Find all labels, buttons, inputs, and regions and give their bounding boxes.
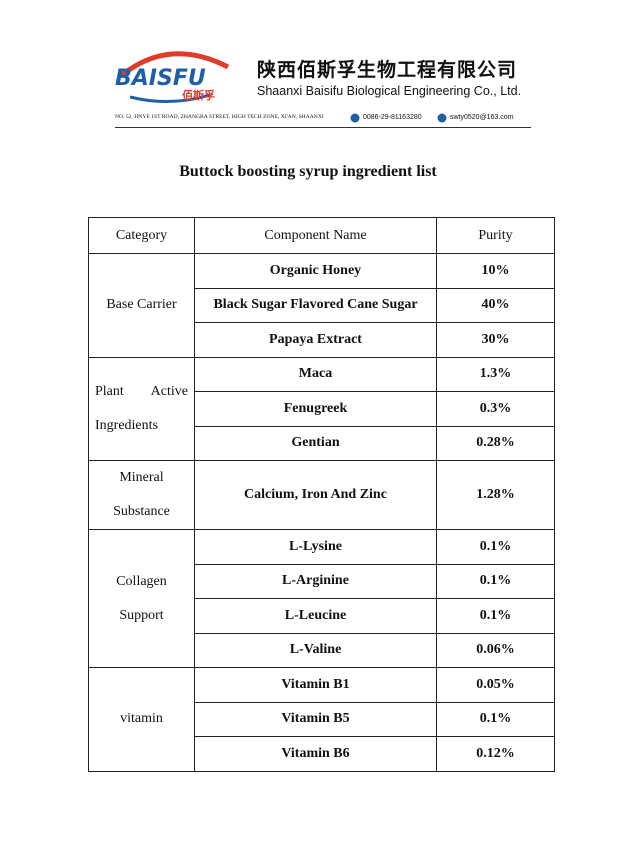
row: Vitamin B6 0.12%: [89, 736, 555, 772]
logo-swoosh: [129, 93, 211, 103]
component-name: L-Valine: [194, 632, 437, 668]
component-name: Maca: [194, 356, 437, 392]
purity: 40%: [436, 287, 555, 323]
logo-cn: 佰斯孚: [182, 88, 215, 102]
row: L-Arginine 0.1%: [89, 563, 555, 599]
category-cell: Collagen Support: [88, 529, 195, 668]
purity: 10%: [436, 253, 555, 289]
row: L-Valine 0.06%: [89, 632, 555, 668]
component-name: Papaya Extract: [194, 322, 437, 358]
company-en: Shaanxi Baisifu Biological Engineering C…: [257, 84, 522, 98]
logo: BAISFU 佰斯孚: [115, 51, 230, 103]
column-header: Component Name: [194, 217, 437, 254]
row: vitamin Vitamin B1 0.05%: [88, 667, 555, 772]
row: Base Carrier Organic Honey 10%: [88, 253, 555, 358]
address: NO. 52, JINYE 1ST ROAD, ZHANGBA STREET, …: [115, 114, 324, 120]
row: L-Leucine 0.1%: [89, 598, 555, 634]
row: Collagen Support L-Lysine 0.1%: [88, 529, 555, 668]
component-name: Gentian: [194, 425, 437, 461]
category-line: Plant Active: [95, 383, 188, 399]
category-line: Base Carrier: [106, 297, 177, 313]
purity: 0.3%: [436, 391, 555, 427]
purity: 0.28%: [436, 425, 555, 461]
column-header: Category: [88, 217, 195, 254]
logo-swoosh: [120, 51, 230, 77]
category-line: Collagen: [116, 573, 167, 589]
category-line: Support: [119, 607, 164, 623]
purity: 0.1%: [436, 563, 555, 599]
category-cell: vitamin: [88, 667, 195, 772]
row: Mineral Substance Calcium, Iron And Zinc 1.…: [88, 460, 555, 530]
category-line: vitamin: [120, 711, 163, 727]
component-name: Vitamin B6: [194, 736, 437, 772]
component-name: Calcium, Iron And Zinc: [194, 460, 437, 530]
purity: 0.05%: [436, 667, 555, 703]
column-header: Purity: [436, 217, 555, 254]
purity: 0.06%: [436, 632, 555, 668]
component-name: L-Leucine: [194, 598, 437, 634]
row: Black Sugar Flavored Cane Sugar 40%: [89, 287, 555, 323]
component-name: Vitamin B5: [194, 701, 437, 737]
header-row: Category Component Name Purity: [88, 217, 555, 254]
email: swty0520@163.com: [450, 114, 514, 121]
company-cn: 陕西佰斯孚生物工程有限公司: [257, 59, 518, 81]
purity: 0.1%: [436, 701, 555, 737]
purity: 30%: [436, 322, 555, 358]
logo-text: BAISFU: [115, 66, 206, 91]
purity: 0.1%: [436, 598, 555, 634]
phone: 0086-29-81163280: [363, 114, 422, 121]
ingredient-table: Category Component Name Purity Base Carrier…: [88, 217, 555, 772]
email-icon: [437, 113, 447, 123]
category-cell: Plant Active Ingredients: [88, 356, 195, 461]
purity: 1.3%: [436, 356, 555, 392]
row: Fenugreek 0.3%: [89, 391, 555, 427]
category-line: Mineral: [119, 470, 164, 485]
header-rule: [115, 127, 531, 128]
purity: 0.12%: [436, 736, 555, 772]
category-line: Substance: [113, 504, 170, 519]
purity: 1.28%: [436, 460, 555, 530]
purity: 0.1%: [436, 529, 555, 565]
component-name: Fenugreek: [194, 391, 437, 427]
category-cell: Mineral Substance: [88, 460, 195, 530]
component-name: L-Arginine: [194, 563, 437, 599]
phone-icon: [350, 113, 360, 123]
row: Papaya Extract 30%: [89, 322, 555, 358]
component-name: Black Sugar Flavored Cane Sugar: [194, 287, 437, 323]
category-cell: Base Carrier: [88, 253, 195, 358]
component-name: L-Lysine: [194, 529, 437, 565]
row: Vitamin B5 0.1%: [89, 701, 555, 737]
doc-title: Buttock boosting syrup ingredient list: [179, 163, 437, 180]
component-name: Vitamin B1: [194, 667, 437, 703]
component-name: Organic Honey: [194, 253, 437, 289]
category-line: Ingredients: [95, 417, 158, 433]
row: Plant Active Ingredients Maca 1.3%: [88, 356, 555, 461]
